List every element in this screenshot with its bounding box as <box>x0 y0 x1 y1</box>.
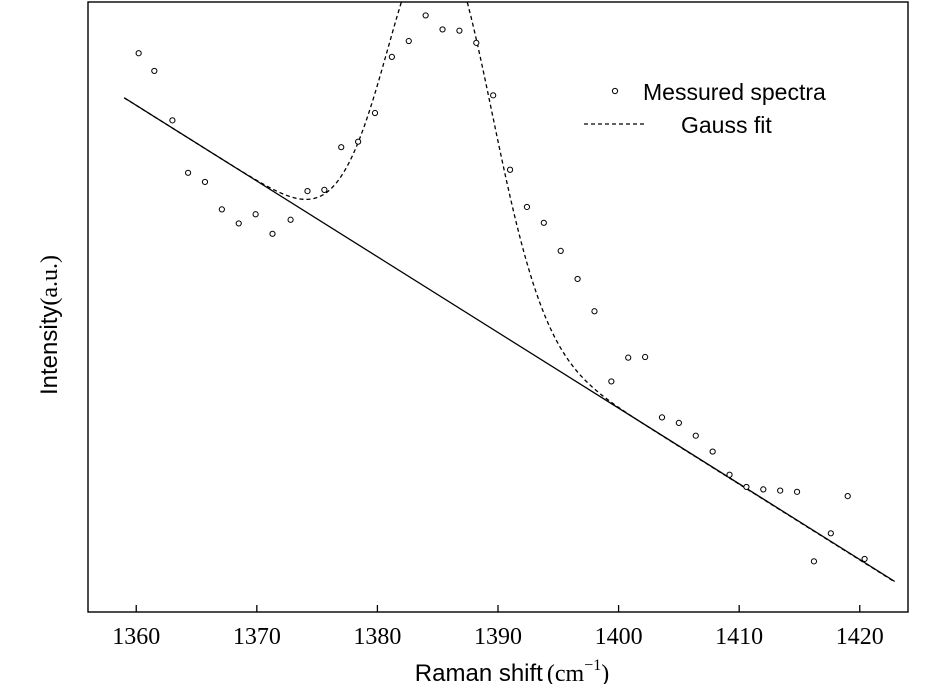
x-tick-label: 1370 <box>233 624 281 650</box>
measured-point <box>184 169 192 176</box>
measured-point <box>658 414 666 421</box>
measured-point <box>540 219 547 226</box>
x-axis-unit-exponent: −1 <box>584 657 601 674</box>
measured-point <box>422 12 429 19</box>
x-tick-label: 1400 <box>595 624 643 650</box>
measured-point <box>287 216 294 223</box>
x-tick-label: 1420 <box>836 624 884 650</box>
measured-point <box>304 188 311 195</box>
measured-point <box>810 558 818 565</box>
measured-point <box>642 353 649 361</box>
measured-point <box>760 486 767 493</box>
measured-point <box>692 432 699 439</box>
measured-point <box>591 308 598 315</box>
measured-point <box>743 483 750 491</box>
measured-point <box>252 211 259 218</box>
measured-point <box>574 275 581 283</box>
measured-point <box>201 178 209 186</box>
measured-point <box>625 354 632 361</box>
measured-point <box>439 26 446 33</box>
measured-point <box>608 378 615 385</box>
measured-point <box>135 50 142 57</box>
measured-point <box>321 186 328 193</box>
measured-point <box>151 67 158 75</box>
measured-point <box>169 117 176 124</box>
measured-point <box>827 530 834 537</box>
x-tick-label: 1410 <box>715 624 763 650</box>
measured-point <box>793 488 801 495</box>
y-axis-title: Intensity(a.u.) <box>36 255 63 395</box>
measured-point <box>269 230 276 237</box>
measured-point <box>218 206 225 213</box>
measured-point <box>235 220 242 227</box>
measured-point <box>844 493 851 500</box>
measured-point <box>371 109 379 117</box>
legend-label-measured: Messured spectra <box>643 79 826 105</box>
measured-point <box>726 471 733 478</box>
y-axis-unit: (a.u.) <box>37 255 63 306</box>
x-axis-label: Raman shift <box>415 660 543 684</box>
y-axis-label: Intensity <box>36 306 63 395</box>
x-axis-unit: (cm <box>547 661 585 684</box>
measured-points-layer <box>135 12 868 565</box>
measured-point <box>777 487 784 494</box>
measured-point <box>405 37 412 45</box>
measured-point <box>355 138 362 145</box>
legend-marker-measured <box>611 87 619 95</box>
x-tick-label: 1360 <box>112 624 160 650</box>
measured-point <box>506 166 514 173</box>
measured-point <box>557 247 564 254</box>
measured-point <box>388 53 395 61</box>
measured-point <box>709 448 716 455</box>
x-axis-ticks: 1360 1370 1380 1390 1400 1410 1420 <box>112 605 884 650</box>
gauss-fit-curve <box>123 0 896 583</box>
legend: Messured spectra Gauss fit <box>584 79 826 138</box>
measured-point <box>456 27 463 34</box>
measured-point <box>675 419 682 426</box>
x-axis-title: Raman shift (cm−1) <box>415 657 609 684</box>
x-tick-label: 1380 <box>353 624 401 650</box>
legend-label-gauss-fit: Gauss fit <box>681 112 772 138</box>
measured-point <box>338 144 345 151</box>
measured-point <box>490 92 497 99</box>
gauss-fit-layer <box>123 0 896 583</box>
x-tick-label: 1390 <box>474 624 522 650</box>
x-axis-unit-close: ) <box>601 661 609 684</box>
measured-point <box>473 39 480 46</box>
measured-point <box>523 203 531 211</box>
measured-point <box>861 555 868 563</box>
